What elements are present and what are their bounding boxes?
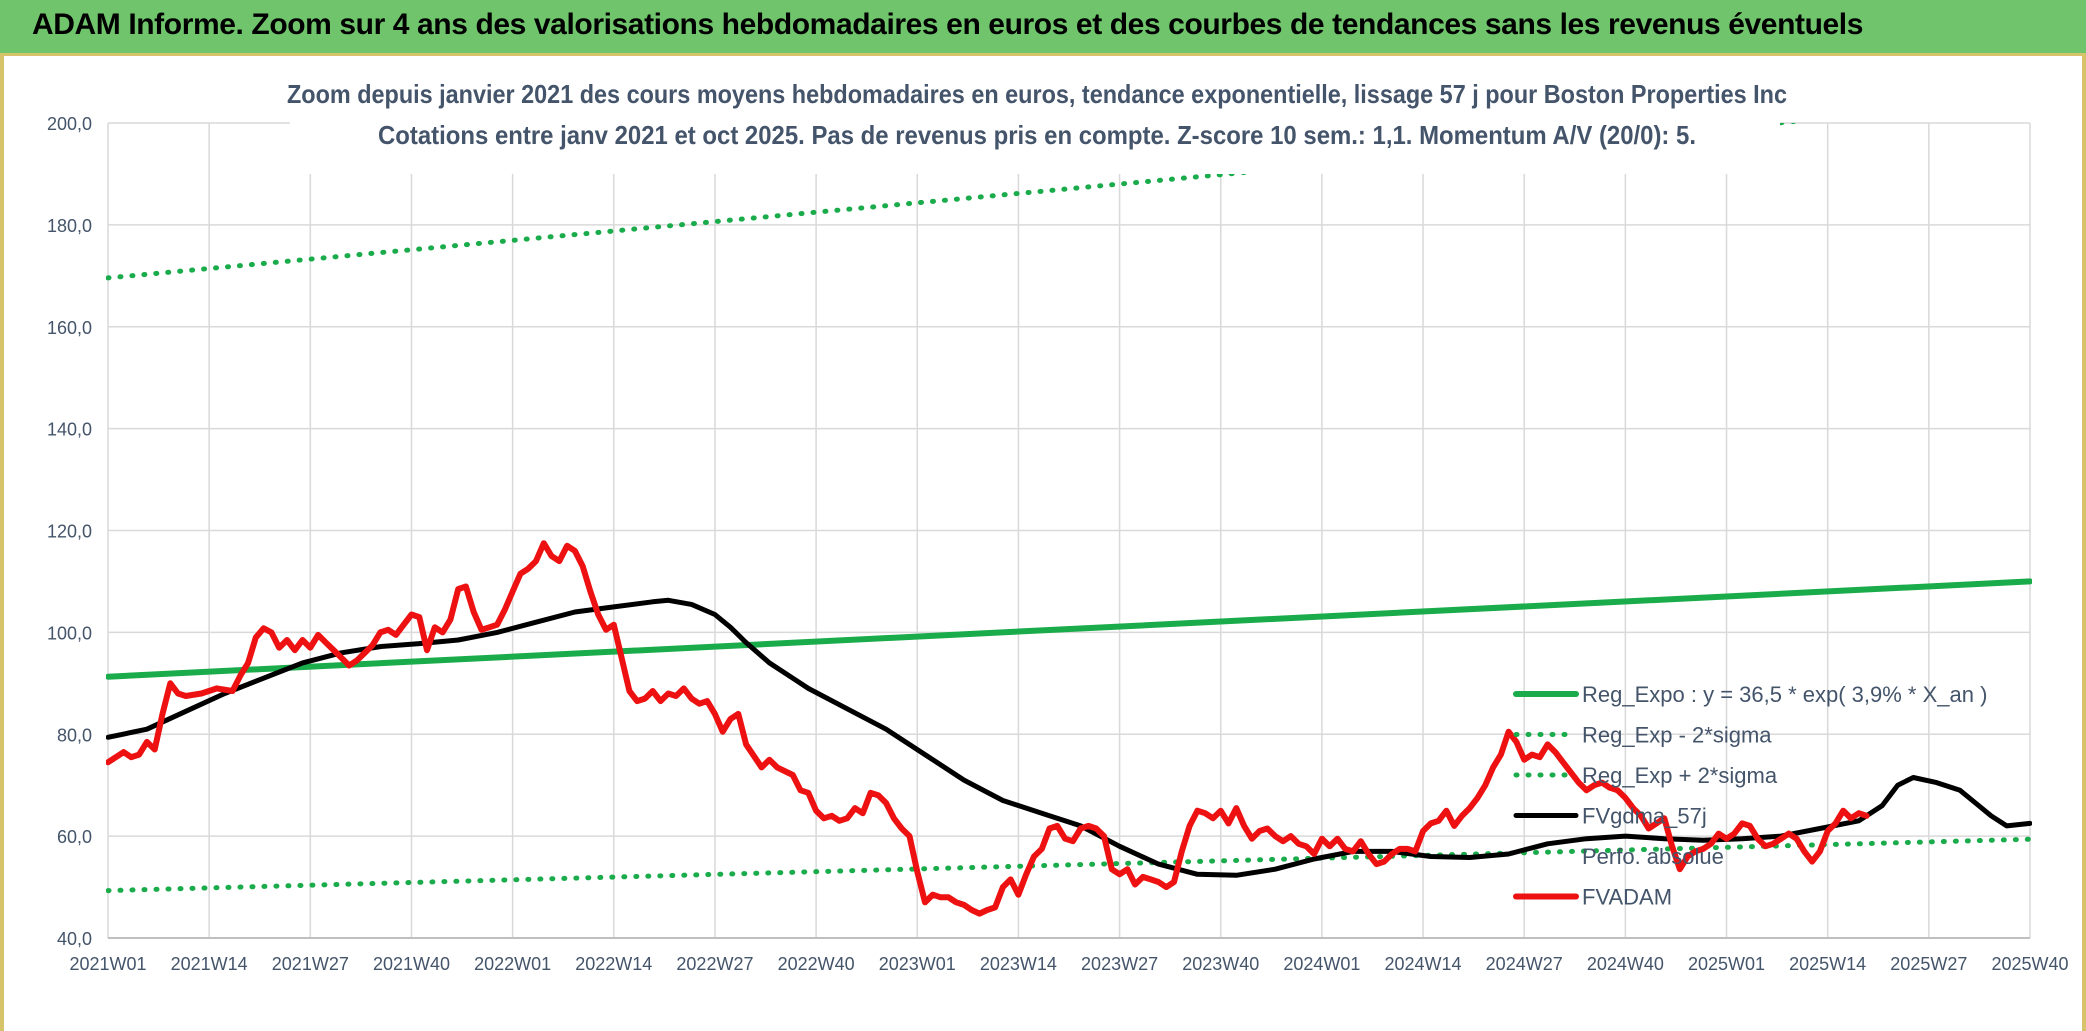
x-tick-label: 2022W01 <box>474 954 551 974</box>
legend-label-fvadam-5: FVADAM <box>1582 885 1672 910</box>
x-tick-label: 2024W40 <box>1587 954 1664 974</box>
report-title: ADAM Informe. Zoom sur 4 ans des valoris… <box>32 8 1864 41</box>
x-tick-label: 2022W27 <box>676 954 753 974</box>
legend-label-fvgdma-57j-3: FVgdma_57j <box>1582 804 1707 829</box>
legend-label-reg-exp-2: Reg_Exp + 2*sigma <box>1582 763 1778 788</box>
x-tick-label: 2022W40 <box>778 954 855 974</box>
axes: 40,0 60,0 80,0 100,0 120,0 140,0 160,0 180,0 200… <box>47 114 2069 974</box>
x-tick-label: 2025W01 <box>1688 954 1765 974</box>
chart-title-background <box>290 62 1780 174</box>
legend-label-perfo--4: Perfo. absolue <box>1582 844 1724 869</box>
grid-lines <box>107 122 2031 939</box>
y-tick-label: 180,0 <box>47 216 92 236</box>
chart-area: 40,0 60,0 80,0 100,0 120,0 140,0 160,0 180,0 200… <box>0 56 2086 1031</box>
x-tick-label: 2022W14 <box>575 954 652 974</box>
series-lines <box>106 123 2032 917</box>
y-tick-label: 80,0 <box>57 725 92 745</box>
x-tick-label: 2023W27 <box>1081 954 1158 974</box>
legend-label-reg-exp-1: Reg_Exp - 2*sigma <box>1582 723 1772 748</box>
legend: Reg_Expo : y = 36,5 * exp( 3,9% * X_an )… <box>1513 682 1987 910</box>
x-tick-label: 2021W27 <box>272 954 349 974</box>
chart-title-line-2: Cotations entre janv 2021 et oct 2025. P… <box>378 120 1696 150</box>
x-tick-label: 2024W14 <box>1385 954 1462 974</box>
x-tick-label: 2023W40 <box>1182 954 1259 974</box>
x-tick-label: 2025W27 <box>1890 954 1967 974</box>
y-tick-label: 120,0 <box>47 522 92 542</box>
y-tick-label: 160,0 <box>47 318 92 338</box>
series-line-fvadam-5 <box>106 540 1870 917</box>
y-tick-label: 100,0 <box>47 623 92 643</box>
trend-chart: 40,0 60,0 80,0 100,0 120,0 140,0 160,0 180,0 200… <box>47 62 2069 974</box>
x-tick-label: 2021W40 <box>373 954 450 974</box>
x-tick-label: 2023W14 <box>980 954 1057 974</box>
legend-label-reg-expo-0: Reg_Expo : y = 36,5 * exp( 3,9% * X_an ) <box>1582 682 1987 707</box>
y-tick-label: 140,0 <box>47 420 92 440</box>
x-tick-label: 2021W14 <box>171 954 248 974</box>
x-tick-label: 2025W14 <box>1789 954 1866 974</box>
x-tick-label: 2021W01 <box>69 954 146 974</box>
chart-title-line-1: Zoom depuis janvier 2021 des cours moyen… <box>287 79 1787 109</box>
y-tick-label: 200,0 <box>47 114 92 134</box>
y-tick-label: 60,0 <box>57 827 92 847</box>
series-line-reg-expo-0 <box>106 578 2032 680</box>
chart-titles: Zoom depuis janvier 2021 des cours moyen… <box>287 62 1787 174</box>
series-line-reg-exp-1 <box>106 836 2032 894</box>
x-tick-label: 2024W27 <box>1486 954 1563 974</box>
x-tick-label: 2023W01 <box>879 954 956 974</box>
x-tick-label: 2025W40 <box>1991 954 2068 974</box>
x-tick-label: 2024W01 <box>1283 954 1360 974</box>
y-tick-label: 40,0 <box>57 929 92 949</box>
report-banner: ADAM Informe. Zoom sur 4 ans des valoris… <box>0 0 2086 56</box>
